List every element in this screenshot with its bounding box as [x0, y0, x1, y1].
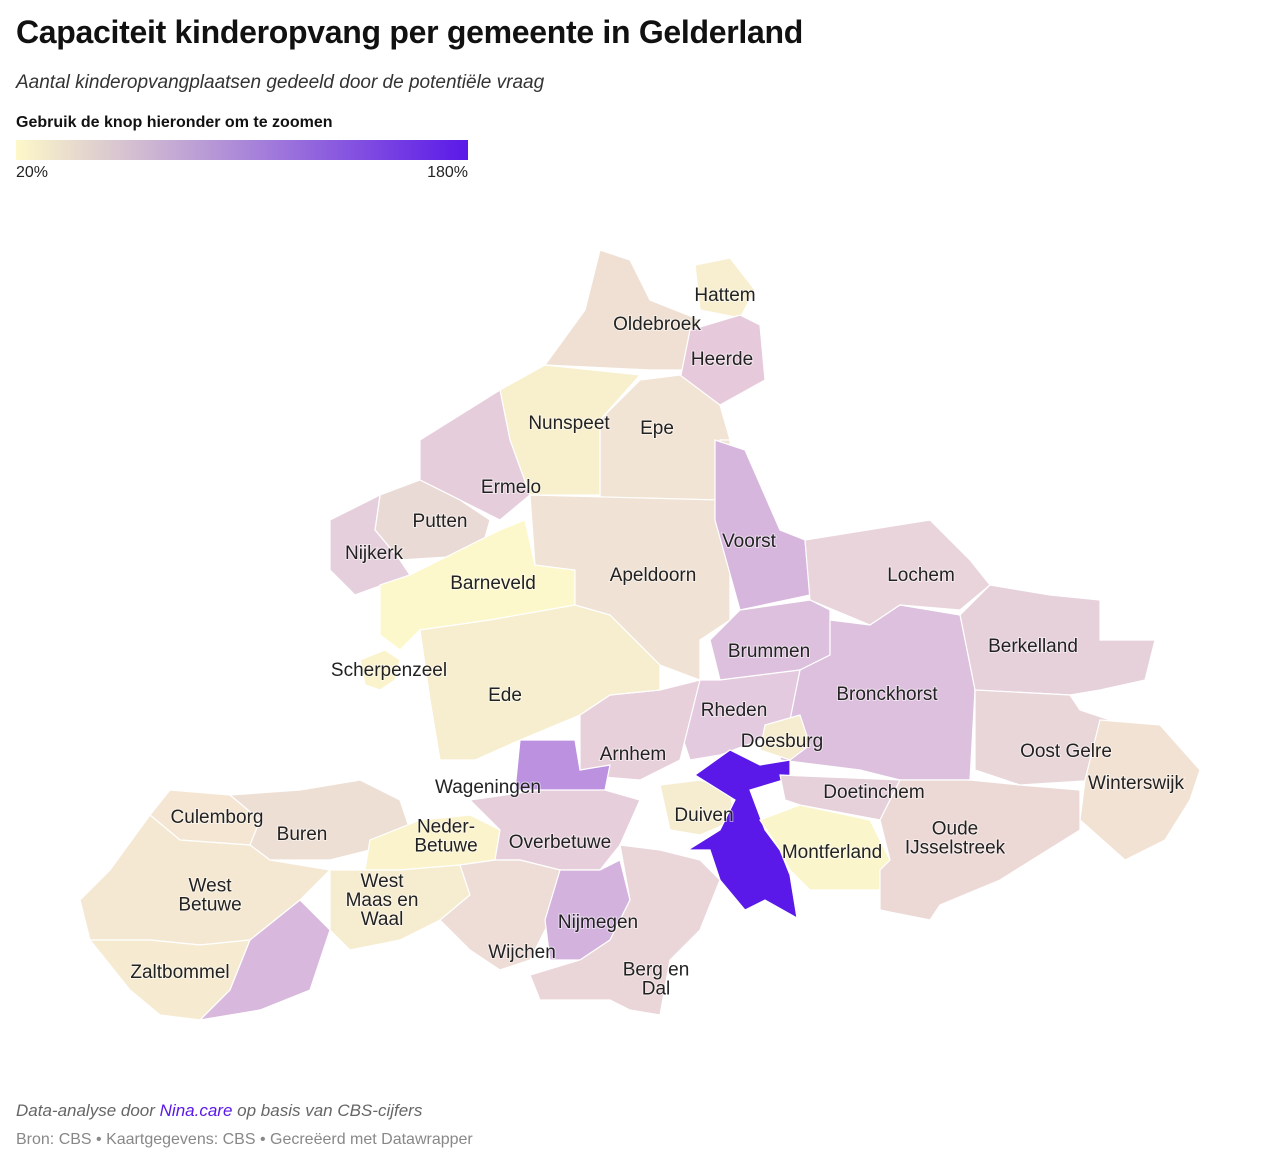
region: [543, 249, 701, 371]
region: [759, 714, 811, 761]
region-label: Berkelland: [988, 636, 1078, 657]
region-label: Waal: [361, 909, 404, 930]
title: Capaciteit kinderopvang per gemeente in …: [16, 14, 803, 50]
region-label: Brummen: [728, 641, 810, 662]
region-label: Montferland: [782, 842, 882, 863]
region-label: West: [361, 871, 405, 892]
legend-title: Gebruik de knop hieronder om te zoomen: [16, 114, 333, 131]
source: Bron: CBS • Kaartgegevens: CBS • Gecreëe…: [16, 1131, 473, 1148]
region-label: Heerde: [691, 349, 753, 370]
region-label: Maas en: [346, 890, 419, 911]
region-label: Bronckhorst: [836, 684, 938, 705]
region-label: IJsselstreek: [905, 838, 1006, 859]
region: [694, 257, 756, 319]
region-label: Berg en: [623, 960, 690, 981]
region-label: Lochem: [887, 565, 955, 586]
region-label: Epe: [640, 418, 674, 439]
region-label: Culemborg: [171, 807, 264, 828]
region: [529, 844, 721, 1016]
region-label: Putten: [413, 511, 468, 532]
region-label: Hattem: [694, 285, 755, 306]
note-text: op basis van CBS-cijfers: [237, 1101, 423, 1120]
region-label: Ede: [488, 685, 522, 706]
region: [439, 859, 561, 971]
region-label: Doetinchem: [823, 782, 924, 803]
region-label: Duiven: [674, 805, 733, 826]
region-label: Wageningen: [435, 777, 541, 798]
region-label: Voorst: [722, 531, 777, 552]
region-label: Zaltbommel: [130, 962, 229, 983]
region-label: Scherpenzeel: [331, 660, 447, 681]
note-text: Data-analyse door: [16, 1101, 155, 1120]
region-label: Buren: [277, 824, 328, 845]
footnote: Data-analyse door Nina.care op basis van…: [16, 1101, 422, 1121]
region-label: Winterswijk: [1088, 773, 1185, 794]
region-label: Oost Gelre: [1020, 741, 1112, 762]
region-label: Overbetuwe: [509, 832, 611, 853]
region-label: Nijmegen: [558, 912, 638, 933]
region-label: Betuwe: [178, 895, 241, 916]
region: [419, 604, 661, 761]
regions: [79, 249, 1201, 1021]
region: [329, 493, 411, 596]
region: [1079, 719, 1201, 861]
region-label: Nunspeet: [528, 413, 610, 434]
region-label: Barneveld: [450, 573, 536, 594]
region-label: Dal: [642, 979, 671, 1000]
region: [804, 519, 991, 626]
region: [759, 804, 891, 891]
region-label: Oude: [932, 819, 978, 840]
region-label: Nijkerk: [345, 543, 404, 564]
legend-gradient: [16, 140, 468, 160]
region-label: West: [189, 876, 233, 897]
region-label: Rheden: [701, 700, 768, 721]
labels: Hattem Oldebroek Heerde Epe Nunspeet Ermelo Pu…: [129, 284, 1185, 1001]
region-label: Wijchen: [488, 942, 556, 963]
subtitle: Aantal kinderopvangplaatsen gedeeld door…: [16, 72, 545, 93]
region: [198, 899, 331, 1021]
region-label: Oldebroek: [613, 314, 701, 335]
region-label: Ermelo: [481, 477, 541, 498]
region-label: Apeldoorn: [610, 565, 697, 586]
link[interactable]: Nina.care: [159, 1101, 233, 1120]
region: [879, 779, 1081, 921]
region-label: Betuwe: [414, 836, 477, 857]
region-label: Neder-: [417, 817, 475, 838]
region: [359, 649, 401, 691]
legend-min: 20%: [16, 164, 49, 181]
region: [685, 749, 798, 920]
region-label: Doesburg: [741, 731, 823, 752]
legend-max: 180%: [427, 164, 468, 181]
region-label: Arnhem: [600, 744, 667, 765]
